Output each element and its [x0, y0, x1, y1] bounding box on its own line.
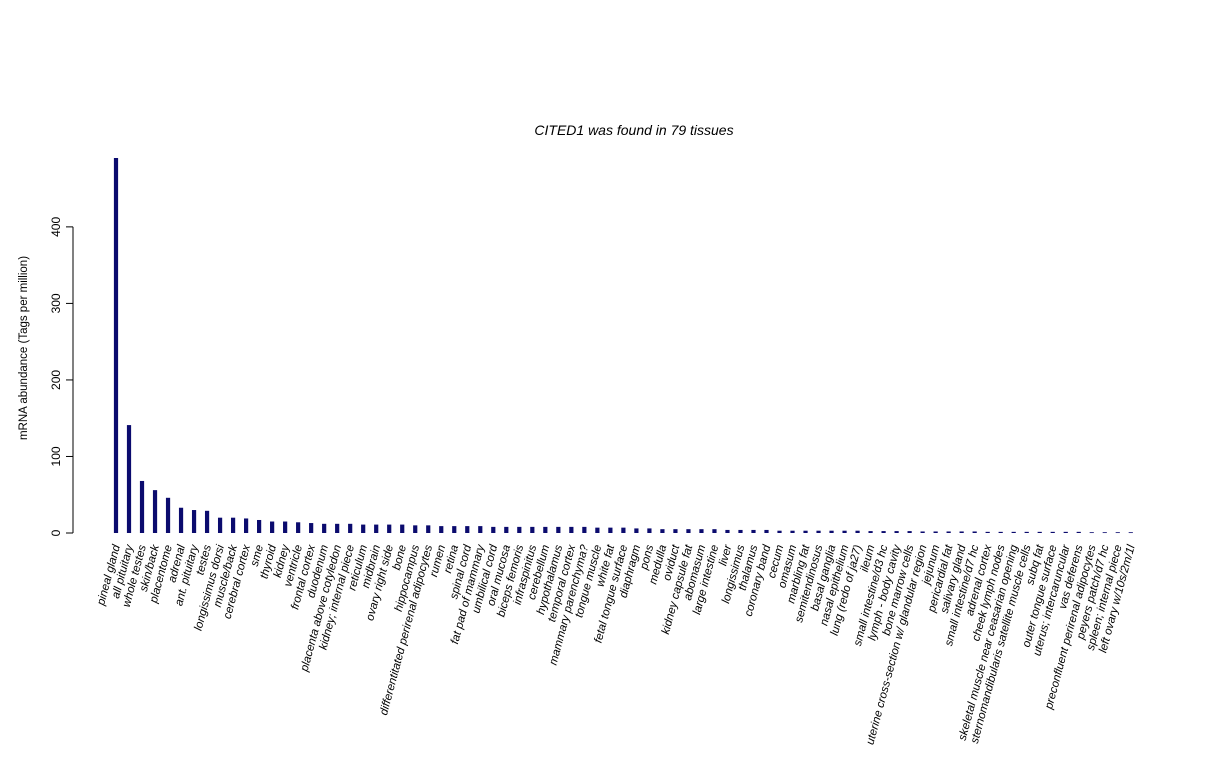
- bar: [230, 517, 236, 533]
- bar: [1076, 531, 1081, 533]
- bar: [387, 524, 392, 533]
- bar: [933, 531, 938, 533]
- bar: [204, 510, 210, 533]
- y-tick-label: 300: [49, 293, 63, 313]
- bar: [361, 524, 366, 533]
- bar: [621, 527, 626, 533]
- bar: [283, 521, 288, 533]
- y-tick-label: 400: [49, 217, 63, 237]
- y-tick-label: 0: [49, 529, 63, 536]
- bar: [673, 529, 678, 533]
- chart-title: CITED1 was found in 79 tissues: [534, 122, 733, 138]
- bar: [764, 529, 769, 533]
- bar: [1050, 531, 1055, 533]
- bar: [400, 524, 405, 533]
- y-tick-label: 100: [49, 446, 63, 466]
- bar: [569, 526, 574, 533]
- bar: [608, 527, 613, 533]
- bar: [270, 521, 275, 533]
- bar: [244, 518, 249, 533]
- bar: [894, 531, 899, 533]
- bar: [126, 425, 132, 533]
- bar: [178, 507, 184, 533]
- bar: [413, 525, 418, 533]
- bar: [842, 530, 847, 533]
- bar: [907, 531, 912, 533]
- bar: [491, 526, 496, 533]
- y-tick-label: 200: [49, 370, 63, 390]
- x-tick-label: sme: [249, 544, 266, 568]
- bar: [712, 529, 717, 533]
- bar: [777, 530, 782, 533]
- bar: [816, 530, 821, 533]
- bar: [868, 531, 873, 533]
- bar: [660, 529, 665, 533]
- bar: [426, 525, 431, 533]
- bar: [1011, 531, 1016, 533]
- bar: [257, 519, 262, 533]
- bar: [946, 531, 951, 533]
- bar: [686, 529, 691, 533]
- bar: [582, 526, 587, 533]
- bar: [1024, 531, 1029, 533]
- bar: [504, 526, 509, 533]
- bar: [465, 526, 470, 533]
- bar: [374, 524, 379, 533]
- bar: [217, 517, 223, 533]
- bar: [439, 526, 444, 533]
- bar: [165, 497, 171, 533]
- bar: [348, 523, 353, 533]
- bar: [1089, 532, 1094, 534]
- bar: [191, 510, 197, 533]
- bar: [647, 528, 652, 533]
- bar: [699, 529, 704, 533]
- bar: [972, 531, 977, 533]
- bar: [634, 528, 639, 533]
- bar: [998, 531, 1003, 533]
- bar: [1063, 531, 1068, 533]
- x-tick-label: liver: [717, 543, 734, 568]
- bar: [1128, 532, 1133, 534]
- bar: [985, 531, 990, 533]
- bar: [920, 531, 925, 533]
- bar: [803, 530, 808, 533]
- bar: [296, 522, 301, 533]
- bar: [113, 158, 119, 533]
- bar: [1102, 532, 1107, 534]
- bar: [959, 531, 964, 533]
- bar: [478, 526, 483, 533]
- bar: [152, 490, 158, 533]
- bar: [751, 529, 756, 533]
- bar: [322, 523, 327, 533]
- bar: [725, 529, 730, 533]
- bar: [855, 530, 860, 533]
- y-axis-title: mRNA abundance (Tags per million): [18, 256, 30, 440]
- bar: [738, 529, 743, 533]
- bar: [556, 526, 561, 533]
- bar: [829, 530, 834, 533]
- bar: [517, 526, 522, 533]
- bar: [881, 531, 886, 533]
- bar: [335, 523, 340, 533]
- bar: [139, 480, 145, 533]
- bar: [1115, 532, 1120, 534]
- bar: [452, 526, 457, 533]
- bar: [309, 523, 314, 533]
- bar: [530, 526, 535, 533]
- bar: [595, 527, 600, 533]
- bar-group: [113, 158, 1133, 534]
- y-axis: 0 100 200 300 400: [49, 217, 74, 536]
- bar: [790, 530, 795, 533]
- bar: [1037, 531, 1042, 533]
- bar: [543, 526, 548, 533]
